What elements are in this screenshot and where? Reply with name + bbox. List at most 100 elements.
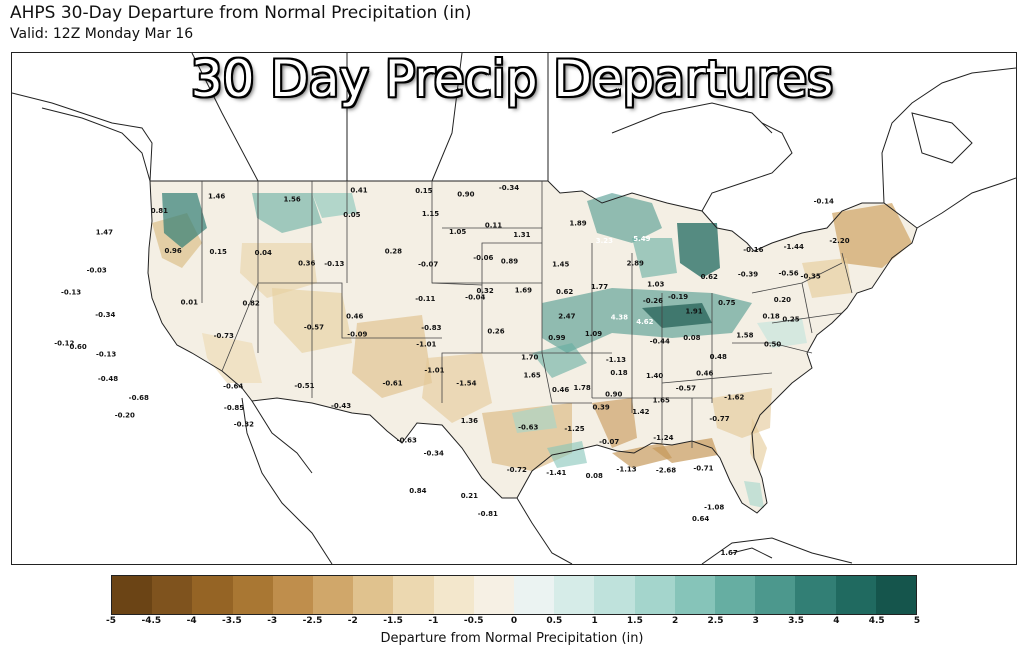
station-value: 0.60 (70, 343, 87, 351)
station-value: 0.18 (762, 313, 779, 321)
colorbar-swatch (313, 576, 354, 614)
station-value: -0.51 (294, 382, 314, 390)
colorbar-tick-label: 2 (672, 616, 679, 626)
station-value: 0.25 (782, 316, 799, 324)
colorbar-tick-label: -2.5 (302, 616, 323, 626)
colorbar-swatch (433, 576, 474, 614)
station-value: -0.06 (473, 254, 493, 262)
colorbar-swatch (112, 576, 153, 614)
station-value: 2.89 (627, 260, 644, 268)
station-value: 1.09 (585, 330, 602, 338)
colorbar-swatch (393, 576, 434, 614)
station-value: -0.12 (54, 340, 74, 348)
station-value: 1.69 (515, 287, 532, 295)
colorbar-tick-label: 2.5 (707, 616, 724, 626)
station-value: 1.05 (449, 228, 466, 236)
colorbar-tick-label: 0.5 (546, 616, 563, 626)
station-value: 0.89 (501, 257, 518, 265)
colorbar-tick-label: -1.5 (383, 616, 403, 626)
colorbar-tick-label: 5 (913, 616, 921, 626)
boundary-line (611, 102, 773, 134)
precip-patch (512, 405, 557, 433)
station-value: -0.43 (331, 402, 351, 410)
station-value: 0.50 (764, 341, 781, 349)
overlay-banner: 30 Day Precip Departures (190, 50, 834, 108)
station-value: 0.32 (477, 287, 494, 295)
colorbar-swatch (152, 576, 193, 614)
station-value: -0.11 (415, 295, 435, 303)
boundary-line (881, 67, 1016, 204)
station-value: -0.83 (421, 324, 441, 332)
precip-patch (632, 238, 677, 278)
colorbar-label: Departure from Normal Precipitation (in) (380, 631, 644, 646)
station-value: -1.13 (606, 356, 626, 364)
station-value: -0.03 (87, 266, 107, 274)
station-value: 0.90 (457, 191, 474, 199)
colorbar-tick-label: -0.5 (463, 616, 484, 626)
station-value: 1.15 (422, 210, 439, 218)
station-value: -0.14 (814, 198, 834, 206)
station-value: -0.71 (693, 464, 713, 472)
station-value: 0.82 (242, 300, 259, 308)
precip-patch (744, 481, 764, 508)
station-value: -0.44 (650, 338, 670, 346)
state-border (771, 312, 843, 324)
colorbar-swatch (514, 576, 555, 614)
station-value: 4.38 (611, 314, 628, 322)
station-value: -1.01 (416, 340, 436, 348)
colorbar-tick-label: -4 (186, 616, 197, 626)
colorbar-swatch (353, 576, 394, 614)
station-values: 1.46 1.56 0.41 0.15 0.90 -0.34 0.81 0.05 1.15 0.1… (54, 184, 850, 557)
colorbar-tick-label: -1 (428, 616, 439, 626)
colorbar-swatch (875, 576, 917, 614)
station-value: 1.91 (685, 308, 702, 316)
boundary-line (911, 112, 973, 164)
station-value: 0.01 (181, 298, 198, 306)
station-value: 0.81 (151, 207, 168, 215)
station-value: -0.34 (95, 311, 115, 319)
colorbar-tick-label: 3.5 (788, 616, 805, 626)
station-value: 1.03 (647, 280, 664, 288)
precip-patch (547, 441, 587, 468)
station-value: -0.48 (98, 375, 118, 383)
colorbar-swatch (272, 576, 314, 614)
station-value: -0.20 (115, 412, 135, 420)
colorbar-tick-label: 1 (591, 616, 598, 626)
station-value: 1.58 (736, 331, 753, 339)
station-value: 0.62 (556, 288, 573, 296)
station-value: -0.39 (738, 271, 758, 279)
station-value: 0.75 (718, 299, 735, 307)
colorbar-swatch (192, 576, 233, 614)
station-value: -0.34 (424, 450, 444, 458)
boundary-line (516, 497, 573, 564)
station-value: -0.72 (507, 466, 527, 474)
colorbar-swatch (473, 576, 515, 614)
precip-patch (422, 353, 492, 423)
station-value: -0.56 (778, 270, 798, 278)
border-lines (12, 53, 1016, 564)
station-value: 0.96 (164, 247, 181, 255)
station-value: 0.08 (683, 334, 700, 342)
station-value: -0.63 (397, 437, 417, 445)
station-value: 5.49 (633, 235, 650, 243)
conus-outline (147, 180, 918, 514)
station-value: 0.46 (346, 312, 363, 320)
state-border (801, 282, 813, 334)
station-value: 0.36 (298, 260, 315, 268)
station-value: -0.26 (643, 297, 663, 305)
precip-patch (757, 318, 807, 348)
station-value: 0.18 (610, 369, 627, 377)
station-value: -2.20 (829, 237, 849, 245)
map-title: AHPS 30-Day Departure from Normal Precip… (10, 3, 472, 23)
station-value: -1.08 (704, 503, 724, 511)
station-value: -1.44 (784, 243, 804, 251)
precip-patch (532, 343, 587, 378)
colorbar (111, 575, 917, 615)
colorbar-tick-label: 0 (510, 616, 518, 626)
precip-patch (677, 223, 720, 278)
station-value: 0.64 (692, 515, 709, 523)
boundary-line (251, 400, 313, 474)
station-value: -0.13 (61, 289, 81, 297)
station-value: -0.16 (743, 246, 763, 254)
precip-patch (312, 193, 357, 218)
